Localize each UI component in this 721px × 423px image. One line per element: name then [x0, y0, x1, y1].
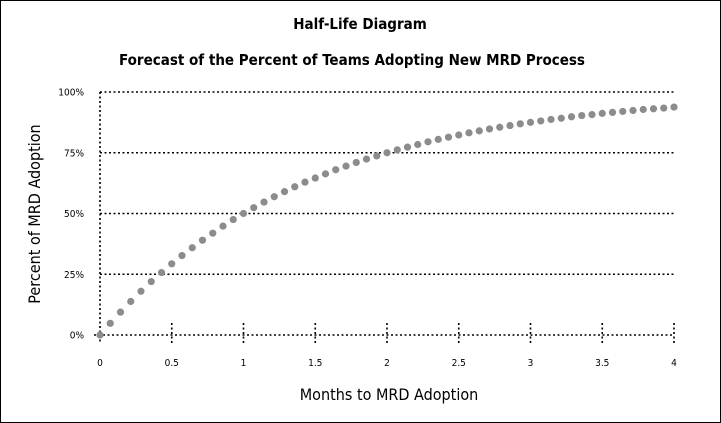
data-point: [291, 183, 299, 191]
data-point: [106, 319, 114, 327]
data-point: [270, 193, 278, 201]
data-point: [578, 111, 586, 120]
data-point: [475, 127, 483, 135]
data-point: [321, 170, 330, 178]
data-point: [168, 260, 176, 268]
y-tick-label: 75%: [64, 148, 84, 159]
data-point: [239, 209, 248, 218]
x-tick-label: 4: [671, 358, 677, 369]
x-tick-label: 1: [241, 358, 247, 369]
data-point: [301, 178, 309, 186]
data-point: [352, 158, 360, 167]
data-point: [629, 106, 637, 115]
axes: [94, 92, 674, 343]
data-point: [619, 107, 627, 116]
data-point: [455, 131, 463, 139]
data-point: [157, 268, 166, 277]
y-tick-label: 0%: [70, 331, 85, 342]
data-point: [588, 110, 596, 119]
data-point: [639, 105, 647, 114]
data-point: [250, 204, 258, 212]
data-point: [342, 162, 350, 170]
x-tick-label: 1.5: [308, 358, 322, 369]
data-point: [537, 117, 545, 125]
data-point: [311, 174, 319, 182]
x-tick-label: 3: [528, 358, 534, 369]
data-point: [383, 149, 391, 157]
data-point: [526, 118, 535, 126]
data-point: [280, 188, 289, 196]
data-point: [219, 222, 227, 230]
data-point: [260, 198, 268, 206]
data-point: [178, 251, 186, 260]
y-tick-label: 50%: [64, 209, 84, 220]
data-point: [373, 152, 381, 160]
data-point: [116, 308, 125, 316]
data-point: [362, 155, 371, 163]
data-point: [434, 135, 442, 143]
x-axis-label: Months to MRD Adoption: [300, 385, 479, 404]
data-point: [496, 123, 504, 131]
data-point: [188, 244, 196, 252]
x-tick-label: 0.5: [165, 358, 179, 369]
data-point: [229, 215, 237, 224]
x-tick-label: 2: [384, 358, 390, 369]
data-point: [137, 287, 145, 295]
data-point: [403, 143, 412, 151]
data-point: [567, 113, 576, 121]
data-point: [444, 133, 453, 141]
tick-labels: 0% 25% 50% 75% 100% 0 0.5 1 1.5 2 2.5 3 3.5 4: [58, 88, 677, 370]
data-point: [424, 138, 432, 146]
data-points: [96, 103, 678, 339]
data-point: [516, 120, 524, 128]
data-point: [414, 140, 422, 149]
data-point: [465, 129, 473, 137]
y-tick-label: 25%: [64, 270, 84, 281]
data-point: [608, 108, 617, 117]
x-tick-label: 2.5: [452, 358, 466, 369]
data-point: [96, 331, 104, 339]
y-axis-label: Percent of MRD Adoption: [25, 124, 44, 303]
data-point: [209, 229, 217, 237]
x-tick-label: 3.5: [595, 358, 609, 369]
data-point: [660, 104, 668, 112]
data-point: [649, 105, 658, 113]
grid: [100, 91, 675, 343]
data-point: [147, 277, 155, 286]
chart-title: Half-Life Diagram: [293, 15, 427, 33]
data-point: [670, 103, 678, 111]
data-point: [198, 236, 207, 244]
x-tick-label: 0: [97, 358, 103, 369]
chart-subtitle: Forecast of the Percent of Teams Adoptin…: [119, 51, 585, 69]
data-point: [598, 109, 606, 117]
data-point: [127, 297, 135, 306]
y-tick-label: 100%: [58, 88, 84, 99]
data-point: [485, 125, 494, 133]
data-point: [393, 146, 401, 154]
data-point: [506, 121, 514, 130]
data-point: [547, 115, 555, 124]
data-point: [332, 166, 340, 174]
data-point: [557, 114, 565, 122]
